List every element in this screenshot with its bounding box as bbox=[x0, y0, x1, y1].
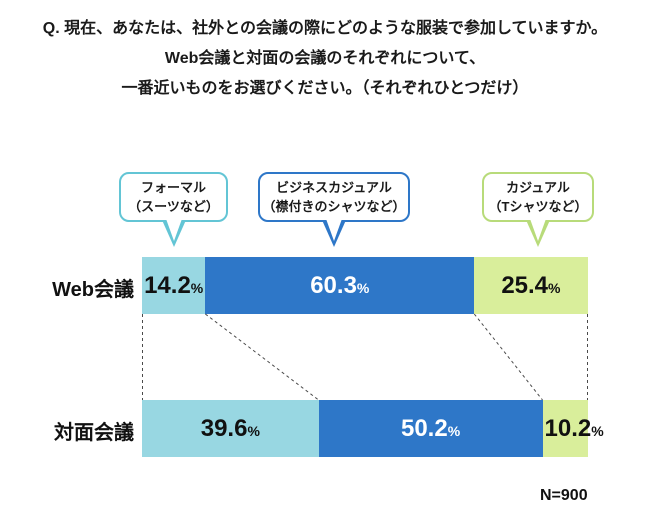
bar-web-meeting: 14.2% 60.3% 25.4% bbox=[142, 257, 588, 314]
percent-sign: % bbox=[591, 422, 604, 439]
value-label: 14.2% bbox=[144, 271, 204, 299]
legend-callout-casual: カジュアル （Tシャツなど） bbox=[482, 172, 594, 247]
callout-tail-fill bbox=[325, 216, 343, 241]
question-line-2: Web会議と対面の会議のそれぞれについて、 bbox=[164, 50, 486, 67]
callout-tail-fill bbox=[529, 216, 547, 241]
segment-inperson-business-casual: 50.2% bbox=[318, 400, 543, 457]
legend-callout-business-casual: ビジネスカジュアル （襟付きのシャツなど） bbox=[258, 172, 410, 247]
legend-business-casual-line1: ビジネスカジュアル bbox=[276, 180, 392, 195]
legend-business-casual-line2: （襟付きのシャツなど） bbox=[262, 199, 406, 214]
legend-casual-line2: （Tシャツなど） bbox=[488, 199, 588, 214]
legend-callout-formal: フォーマル （スーツなど） bbox=[119, 172, 228, 247]
sample-size-label: N=900 bbox=[540, 487, 588, 504]
legend-formal-line1: フォーマル bbox=[140, 180, 206, 195]
value-label: 39.6% bbox=[200, 414, 260, 442]
legend-formal-line2: （スーツなど） bbox=[128, 199, 219, 214]
percent-sign: % bbox=[447, 422, 461, 439]
value-label: 10.2% bbox=[544, 414, 604, 442]
segment-inperson-casual: 10.2% bbox=[542, 400, 604, 457]
question-line-3: 一番近いものをお選びください。（それぞれひとつだけ） bbox=[121, 80, 529, 97]
callout-tail-fill bbox=[164, 216, 183, 241]
row-label-web-meeting: Web会議 bbox=[52, 279, 134, 301]
connector-lines bbox=[142, 313, 588, 401]
question-title: Q. 現在、あなたは、社外との会議の際にどのような服装で参加していますか。 We… bbox=[0, 14, 650, 104]
stacked-bar-chart: 14.2% 60.3% 25.4% 39.6% bbox=[142, 257, 604, 457]
row-label-in-person-meeting: 対面会議 bbox=[54, 422, 134, 444]
segment-web-casual: 25.4% bbox=[474, 257, 588, 314]
percent-sign: % bbox=[247, 422, 260, 439]
question-line-1: Q. 現在、あなたは、社外との会議の際にどのような服装で参加していますか。 bbox=[42, 20, 608, 37]
segment-web-formal: 14.2% bbox=[142, 257, 206, 314]
value-label: 25.4% bbox=[501, 271, 561, 299]
value-label: 60.3% bbox=[310, 271, 370, 299]
legend-casual-line1: カジュアル bbox=[506, 180, 570, 195]
value-label: 50.2% bbox=[400, 414, 461, 442]
percent-sign: % bbox=[190, 279, 204, 296]
segment-inperson-formal: 39.6% bbox=[142, 400, 319, 457]
bar-in-person-meeting: 39.6% 50.2% 10.2% bbox=[142, 400, 604, 457]
segment-web-business-casual: 60.3% bbox=[205, 257, 475, 314]
percent-sign: % bbox=[548, 279, 561, 296]
percent-sign: % bbox=[356, 279, 370, 296]
